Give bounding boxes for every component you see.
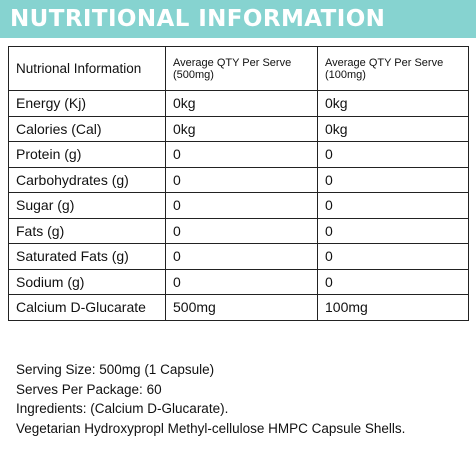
value-100mg: 0 (317, 268, 469, 295)
table-row: Energy (Kj) 0kg 0kg (8, 90, 469, 117)
header-per-serve-100mg: Average QTY Per Serve (100mg) (317, 46, 469, 91)
value-500mg: 0kg (165, 115, 318, 142)
nutrient-name: Sodium (g) (8, 268, 166, 295)
nutrient-name: Saturated Fats (g) (8, 243, 166, 270)
nutrient-name: Carbohydrates (g) (8, 166, 166, 193)
value-500mg: 0 (165, 268, 318, 295)
value-500mg: 0 (165, 166, 318, 193)
value-100mg: 100mg (317, 294, 469, 321)
table-row: Saturated Fats (g) 0 0 (8, 243, 469, 270)
value-100mg: 0 (317, 166, 469, 193)
nutrient-name: Calories (Cal) (8, 115, 166, 142)
table-row: Sodium (g) 0 0 (8, 268, 469, 295)
value-100mg: 0kg (317, 90, 469, 117)
table-header-row: Nutrional Information Average QTY Per Se… (8, 46, 469, 91)
ingredients-text: Ingredients: (Calcium D-Glucarate). (16, 401, 229, 417)
value-500mg: 0 (165, 217, 318, 244)
table-row: Carbohydrates (g) 0 0 (8, 166, 469, 193)
table-row: Protein (g) 0 0 (8, 141, 469, 168)
value-500mg: 0 (165, 141, 318, 168)
table-row: Sugar (g) 0 0 (8, 192, 469, 219)
table-row: Calories (Cal) 0kg 0kg (8, 115, 469, 142)
nutrient-name: Sugar (g) (8, 192, 166, 219)
value-100mg: 0 (317, 243, 469, 270)
value-100mg: 0 (317, 217, 469, 244)
table-row: Fats (g) 0 0 (8, 217, 469, 244)
value-100mg: 0 (317, 141, 469, 168)
title-banner: NUTRITIONAL INFORMATION (0, 0, 476, 38)
nutrition-table: Nutrional Information Average QTY Per Se… (8, 46, 469, 321)
product-notes: Serving Size: 500mg (1 Capsule) Serves P… (16, 360, 405, 439)
page-title: NUTRITIONAL INFORMATION (10, 6, 386, 32)
value-500mg: 0 (165, 243, 318, 270)
value-500mg: 500mg (165, 294, 318, 321)
serves-per-package-text: Serves Per Package: 60 (16, 381, 162, 397)
header-nutrient: Nutrional Information (8, 46, 166, 91)
nutrient-name: Protein (g) (8, 141, 166, 168)
capsule-text: Vegetarian Hydroxypropl Methyl-cellulose… (16, 421, 406, 437)
nutrient-name: Energy (Kj) (8, 90, 166, 117)
value-100mg: 0 (317, 192, 469, 219)
table-row: Calcium D-Glucarate 500mg 100mg (8, 294, 469, 321)
value-500mg: 0 (165, 192, 318, 219)
value-500mg: 0kg (165, 90, 318, 117)
nutrient-name: Calcium D-Glucarate (8, 294, 166, 321)
serving-size-text: Serving Size: 500mg (1 Capsule) (16, 362, 215, 377)
nutrient-name: Fats (g) (8, 217, 166, 244)
header-per-serve-500mg: Average QTY Per Serve (500mg) (165, 46, 318, 91)
value-100mg: 0kg (317, 115, 469, 142)
